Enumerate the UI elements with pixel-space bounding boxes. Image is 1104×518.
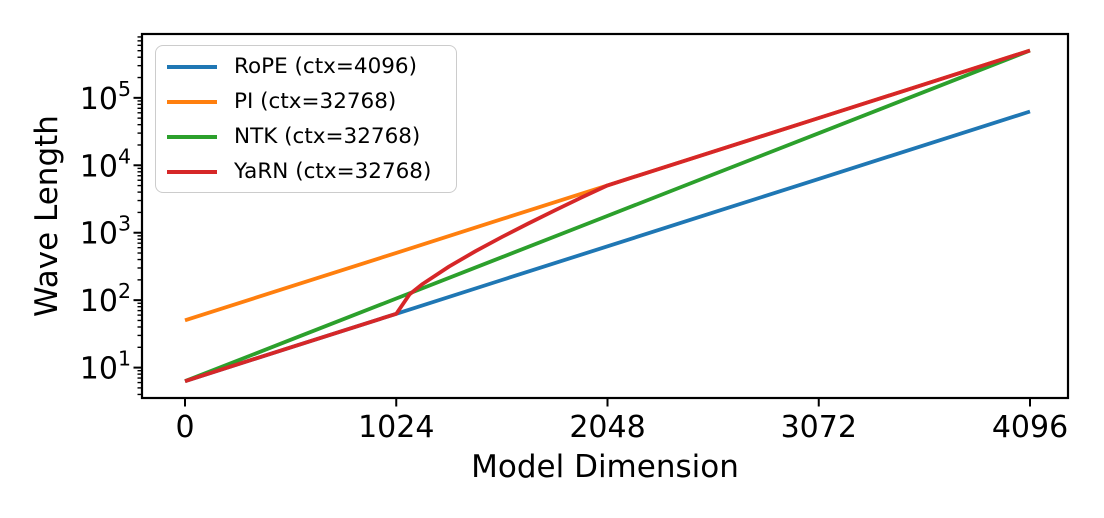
legend-box: RoPE (ctx=4096) PI (ctx=32768) NTK (ctx=… — [155, 45, 457, 193]
chart-series-lines — [184, 48, 1031, 384]
legend-label-pi: PI (ctx=32768) — [234, 88, 397, 114]
legend-line-sample-ntk — [167, 134, 217, 139]
y-tick-label: 101 — [80, 347, 131, 387]
legend-line-sample-rope — [167, 64, 217, 69]
legend-entry-rope: RoPE (ctx=4096) — [167, 49, 456, 84]
legend-line-sample-pi — [167, 99, 217, 104]
legend-label-yarn: YaRN (ctx=32768) — [234, 158, 432, 184]
y-tick-label: 102 — [80, 279, 131, 319]
legend-label-ntk: NTK (ctx=32768) — [234, 123, 421, 149]
x-tick-label: 3072 — [781, 410, 857, 445]
y-axis-label: Wave Length — [29, 115, 65, 317]
axis-major-ticks — [133, 96, 1031, 407]
x-axis-label: Model Dimension — [471, 449, 739, 485]
axis-tick-labels: 101 102 103 104 105 0 1024 2048 3072 4096 — [80, 77, 1068, 445]
y-tick-label: 103 — [80, 212, 131, 252]
series-line-yarn — [184, 48, 1031, 384]
legend-entry-yarn: YaRN (ctx=32768) — [167, 154, 456, 189]
y-tick-label: 104 — [80, 144, 131, 184]
legend-line-sample-yarn — [167, 169, 217, 174]
y-tick-label: 105 — [80, 77, 131, 117]
legend-label-rope: RoPE (ctx=4096) — [234, 53, 417, 79]
x-tick-label: 2048 — [569, 410, 645, 445]
x-tick-label: 1024 — [358, 410, 434, 445]
legend-entry-ntk: NTK (ctx=32768) — [167, 119, 456, 154]
legend-entry-pi: PI (ctx=32768) — [167, 84, 456, 119]
x-tick-label: 0 — [175, 410, 194, 445]
series-line-ntk — [184, 48, 1031, 383]
x-tick-label: 4096 — [992, 410, 1068, 445]
plot-border — [140, 32, 1070, 400]
